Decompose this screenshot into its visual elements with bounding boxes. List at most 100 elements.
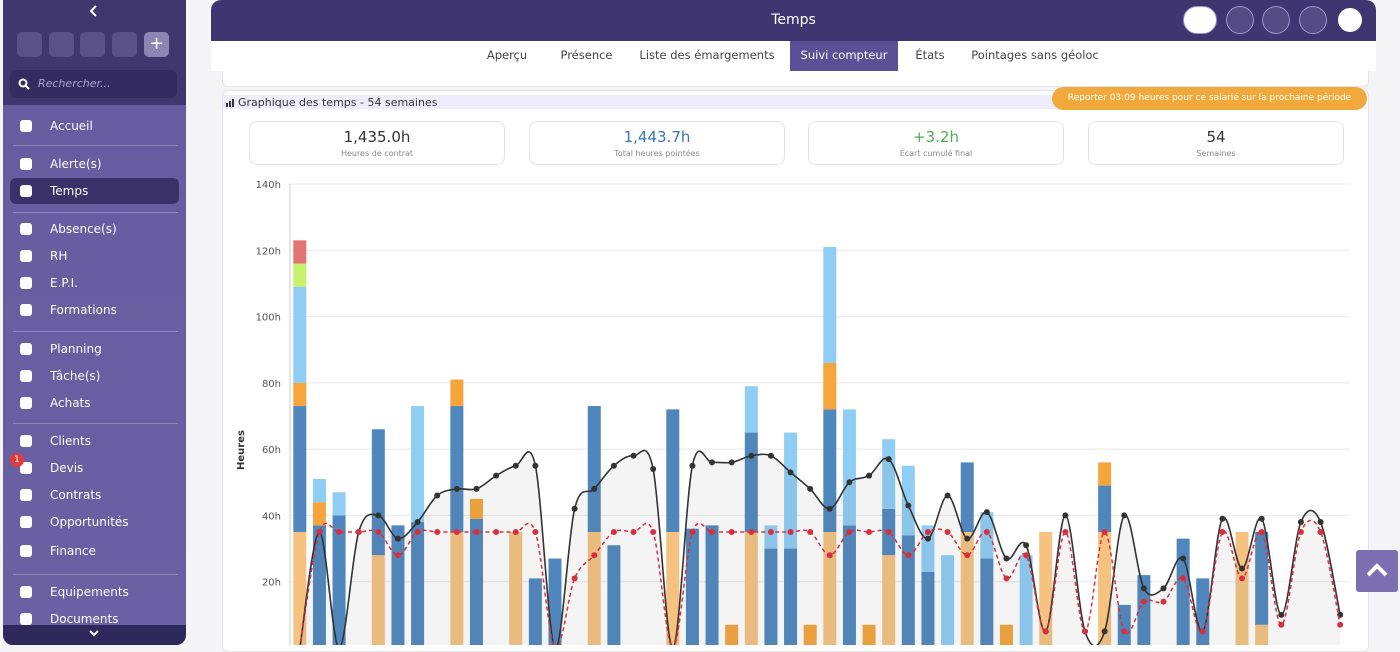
tab[interactable]: Pointages sans géoloc [971, 48, 1099, 62]
point [826, 552, 833, 559]
point [336, 529, 343, 535]
sidebar: + Rechercher... Accueil Alerte(s) Temps Abs… [3, 0, 186, 645]
bar-segment [371, 429, 385, 556]
menu-label: Devis [50, 461, 84, 475]
menu-item[interactable]: Accueil [10, 113, 179, 139]
search-box[interactable]: Rechercher... [10, 70, 177, 98]
menu-item[interactable]: Alerte(s) [10, 151, 179, 177]
tab[interactable]: Présence [560, 48, 613, 62]
stat-label: Total heures pointées [614, 149, 700, 158]
point [414, 519, 421, 526]
scroll-top-button[interactable] [1356, 550, 1398, 592]
bar-segment [1098, 485, 1112, 532]
tab[interactable]: Suivi compteur [790, 41, 898, 71]
bar-segment [960, 462, 974, 532]
menu-item[interactable]: Documents [10, 606, 179, 632]
scroll-down[interactable] [3, 625, 186, 645]
add-button[interactable]: + [144, 32, 169, 57]
menu-item[interactable]: Formations [10, 297, 179, 323]
menu-item[interactable]: Planning [10, 336, 179, 362]
bar-segment [607, 545, 621, 645]
point [1297, 529, 1304, 535]
menu-item[interactable]: E.P.I. [10, 270, 179, 296]
notifications-button[interactable] [1262, 6, 1290, 34]
bar-segment [842, 409, 856, 526]
separator [13, 145, 178, 146]
point [1297, 519, 1304, 526]
bar-segment [725, 624, 739, 645]
bar-segment [823, 246, 837, 363]
bar-segment [685, 528, 699, 645]
bar-segment [293, 240, 307, 264]
menu-icon [20, 613, 32, 625]
menu-item[interactable]: RH [10, 243, 179, 269]
menu-label: Accueil [50, 119, 93, 133]
menu-item[interactable]: Devis 1 [10, 453, 179, 481]
separator [13, 423, 178, 424]
point [924, 535, 931, 542]
icon-button[interactable] [49, 32, 74, 57]
bar-segment [960, 532, 974, 645]
menu-item[interactable]: Clients [10, 428, 179, 454]
y-tick-label: 60h [262, 445, 281, 456]
y-tick-label: 80h [262, 379, 281, 390]
card-top [222, 71, 1369, 87]
icon-button[interactable] [17, 32, 42, 57]
bar-segment [293, 263, 307, 287]
menu-label: Alerte(s) [50, 157, 102, 171]
menu-item[interactable]: Absence(s) [10, 216, 179, 242]
tab[interactable]: États [915, 48, 945, 62]
point [905, 552, 912, 559]
point [1042, 628, 1049, 635]
bar-segment [548, 558, 562, 645]
bar-segment [862, 624, 876, 645]
point [1258, 529, 1265, 535]
point [1219, 515, 1226, 522]
menu-item[interactable]: Finance [10, 538, 179, 564]
menu-label: Achats [50, 396, 91, 410]
icon-button[interactable] [112, 32, 137, 57]
point [1278, 621, 1285, 628]
bar-segment [293, 406, 307, 532]
warning-badge: Reporter 03:09 heures pour ce salarié su… [1052, 87, 1367, 110]
bar-segment [1255, 624, 1269, 645]
icon-button[interactable] [80, 32, 105, 57]
tab[interactable]: Aperçu [486, 48, 528, 62]
menu-label: Planning [50, 342, 102, 356]
bar-segment [784, 548, 798, 645]
y-tick-label: 40h [262, 511, 281, 522]
avatar[interactable] [1336, 6, 1364, 34]
menu-item[interactable]: Contrats [10, 482, 179, 508]
point [434, 492, 441, 499]
help-button[interactable] [1226, 6, 1254, 34]
stat-card: 1,443.7h Total heures pointées [529, 121, 785, 165]
point [807, 529, 814, 535]
header: Temps [211, 0, 1376, 41]
point [630, 452, 637, 459]
point [1160, 585, 1167, 592]
y-tick-label: 140h [256, 180, 281, 191]
menu-item[interactable]: Achats [10, 390, 179, 416]
menu-item[interactable]: Opportunités [10, 509, 179, 535]
menu-item[interactable]: Tâche(s) [10, 363, 179, 389]
bar-segment [587, 406, 601, 532]
point [1062, 529, 1069, 535]
stat-value: +3.2h [913, 128, 959, 146]
bar-segment [312, 525, 326, 645]
bar-segment [1098, 462, 1112, 486]
menu-item[interactable]: Temps [10, 178, 179, 204]
bar-segment [312, 502, 326, 526]
academy-button[interactable] [1183, 6, 1217, 34]
point [375, 512, 382, 519]
point [1121, 512, 1128, 519]
collapse-arrow[interactable] [87, 4, 101, 18]
settings-button[interactable] [1299, 6, 1327, 34]
bar-segment [999, 624, 1013, 645]
point [610, 462, 617, 469]
menu-icon [20, 370, 32, 382]
tab[interactable]: Liste des émargements [639, 48, 775, 62]
menu-item[interactable]: Equipements [10, 579, 179, 605]
point [807, 485, 814, 492]
point [453, 529, 460, 535]
bar-segment [803, 624, 817, 645]
